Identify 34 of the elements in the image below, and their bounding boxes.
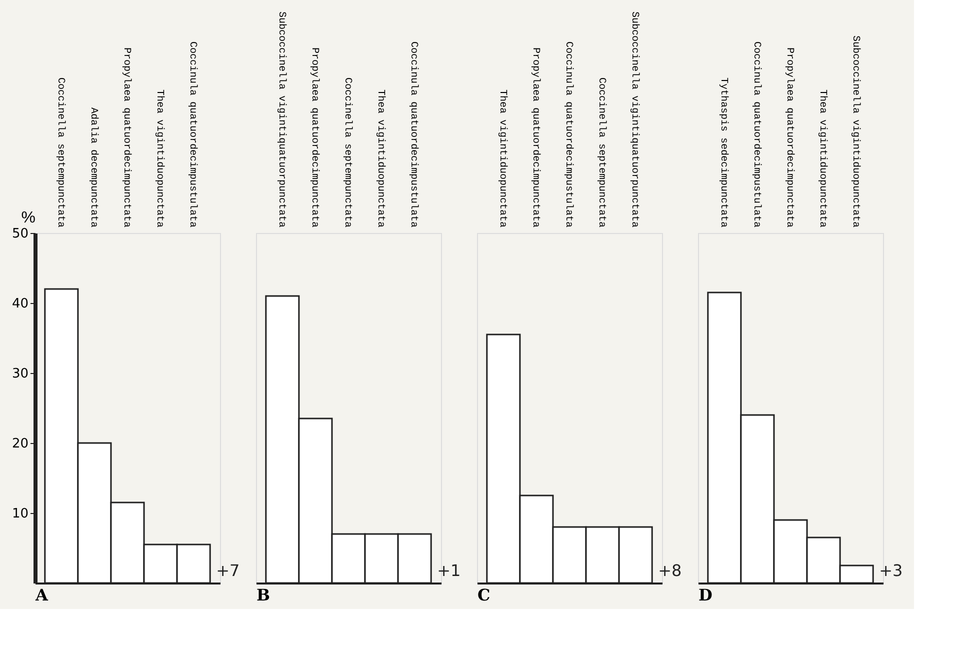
- x-tick-label: Tythaspis sedecimpunctata: [717, 77, 730, 228]
- annotation: +3: [879, 561, 903, 580]
- x-tick-label: Coccinula quatuordecimpustulata: [750, 41, 762, 228]
- x-tick-label: Coccinella septempunctata: [342, 77, 354, 228]
- x-tick-label: Subcoccinella vigintiquatuorpunctata: [628, 11, 641, 228]
- x-axis-title: C: [478, 586, 490, 604]
- x-tick-label: Coccinella septempunctata: [596, 77, 608, 228]
- y-tick-label: 50: [12, 226, 28, 242]
- x-tick-label: Thea vigintiduopunctata: [154, 89, 166, 228]
- x-tick-label: Propylaea quatuordecimpunctata: [529, 47, 542, 228]
- x-tick-label: Subcoccinella vigintiquatuorpunctata: [275, 11, 288, 228]
- annotation: +1: [437, 561, 461, 580]
- annotation: +8: [658, 561, 682, 580]
- y-axis-title: %: [21, 210, 36, 226]
- x-tick-label: Propylaea quatuordecimpunctata: [308, 47, 320, 228]
- x-tick-label: Thea vigintiduopunctata: [816, 89, 829, 228]
- x-axis-title: D: [698, 586, 712, 604]
- x-axis-title: B: [256, 586, 270, 604]
- y-tick-label: 30: [12, 366, 28, 382]
- x-tick-label: Coccinella septempunctata: [54, 77, 66, 228]
- y-tick-label: 20: [12, 436, 28, 452]
- x-axis-title: A: [34, 586, 48, 604]
- annotation: +7: [216, 561, 240, 580]
- x-tick-label: Subcoccinella vigintiduopunctata: [850, 35, 862, 228]
- y-tick-label: 40: [12, 296, 28, 312]
- x-tick-label: Coccinula quatuordecimpustulata: [186, 41, 199, 228]
- x-tick-label: Thea vigintiduopunctata: [374, 89, 387, 228]
- x-tick-label: Propylaea quatuordecimpunctata: [120, 47, 132, 228]
- x-tick-label: Coccinula quatuordecimpustulata: [408, 41, 420, 228]
- x-tick-label: Adalia decempunctata: [87, 107, 100, 228]
- x-tick-label: Coccinula quatuordecimpustulata: [562, 41, 574, 228]
- y-tick-label: 10: [12, 506, 28, 522]
- x-tick-label: Propylaea quatuordecimpunctata: [784, 47, 796, 228]
- x-tick-label: Thea vigintiduopunctata: [496, 89, 508, 228]
